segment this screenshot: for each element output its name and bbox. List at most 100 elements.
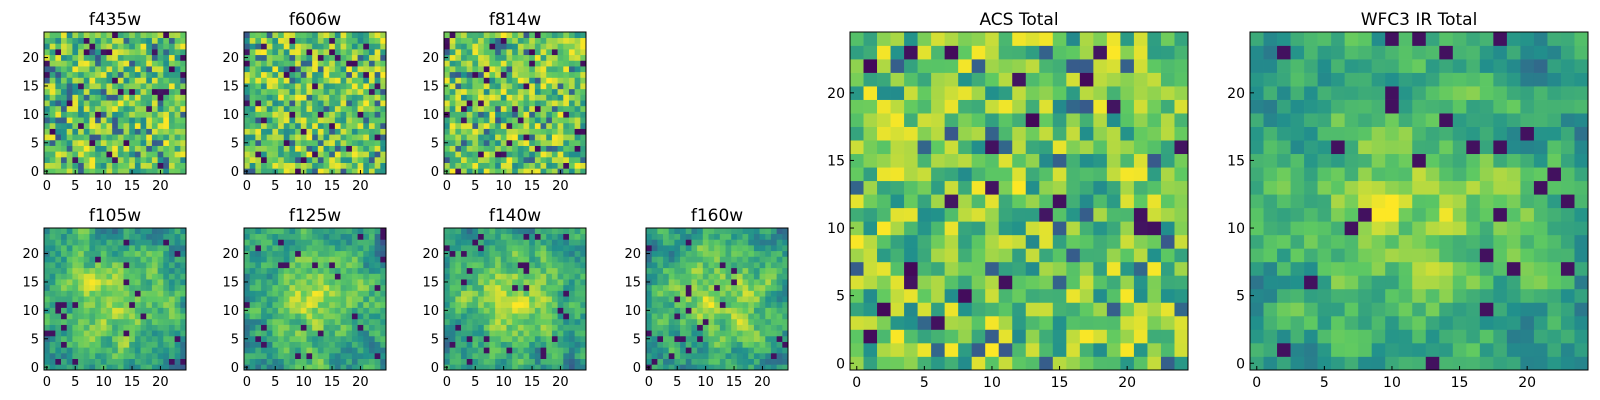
heatmap-cell bbox=[714, 262, 721, 269]
heatmap-cell bbox=[736, 279, 743, 286]
heatmap-cell bbox=[708, 290, 715, 297]
heatmap-cell bbox=[266, 330, 273, 337]
heatmap-cell bbox=[685, 347, 692, 354]
heatmap-cell bbox=[512, 233, 519, 240]
heatmap-cell bbox=[534, 83, 541, 90]
heatmap-cell bbox=[151, 250, 158, 257]
heatmap-cell bbox=[140, 145, 147, 152]
heatmap-cell bbox=[255, 284, 262, 291]
heatmap-cell bbox=[444, 296, 451, 303]
heatmap-cell bbox=[529, 335, 536, 342]
heatmap-cell bbox=[495, 296, 502, 303]
heatmap-cell bbox=[663, 284, 670, 291]
heatmap-cell bbox=[106, 105, 113, 112]
heatmap-cell bbox=[1174, 221, 1189, 236]
heatmap-cell bbox=[580, 49, 587, 56]
heatmap-cell bbox=[78, 256, 85, 263]
heatmap-cell bbox=[1160, 356, 1175, 371]
heatmap-cell bbox=[580, 66, 587, 73]
heatmap-cell bbox=[580, 347, 587, 354]
heatmap-cell bbox=[557, 43, 564, 50]
heatmap-cell bbox=[1093, 248, 1108, 263]
heatmap-cell bbox=[500, 49, 507, 56]
heatmap-cell bbox=[904, 315, 918, 330]
heatmap-cell bbox=[100, 134, 107, 141]
heatmap-cell bbox=[489, 318, 496, 325]
heatmap-cell bbox=[551, 128, 558, 135]
heatmap-cell bbox=[1120, 302, 1135, 317]
heatmap-cell bbox=[261, 262, 268, 269]
heatmap-cell bbox=[180, 54, 187, 61]
heatmap-cell bbox=[455, 364, 462, 371]
heatmap-cell bbox=[363, 301, 370, 308]
heatmap-cell bbox=[49, 296, 56, 303]
heatmap-cell bbox=[61, 324, 68, 331]
heatmap-cell bbox=[500, 71, 507, 78]
heatmap-cell bbox=[568, 162, 575, 169]
heatmap-cell bbox=[685, 341, 692, 348]
heatmap-cell bbox=[478, 324, 485, 331]
heatmap-cell bbox=[877, 315, 891, 330]
heatmap-cell bbox=[500, 341, 507, 348]
heatmap-cell bbox=[72, 341, 79, 348]
heatmap-cell bbox=[363, 284, 370, 291]
heatmap-cell bbox=[61, 352, 68, 359]
heatmap-cell bbox=[380, 122, 387, 129]
heatmap-cell bbox=[340, 364, 347, 371]
heatmap-cell bbox=[100, 83, 107, 90]
heatmap-cell bbox=[574, 341, 581, 348]
heatmap-cell bbox=[685, 364, 692, 371]
heatmap-cell bbox=[163, 301, 170, 308]
heatmap-cell bbox=[55, 94, 62, 101]
heatmap-cell bbox=[329, 94, 336, 101]
heatmap-cell bbox=[702, 284, 709, 291]
heatmap-cell bbox=[129, 162, 136, 169]
heatmap-cell bbox=[168, 273, 175, 280]
heatmap-cell bbox=[563, 94, 570, 101]
heatmap-cell bbox=[351, 151, 358, 158]
heatmap-cell bbox=[89, 307, 96, 314]
heatmap-cell bbox=[1120, 356, 1135, 371]
heatmap-cell bbox=[140, 66, 147, 73]
heatmap-cell bbox=[742, 358, 749, 365]
heatmap-cell bbox=[563, 60, 570, 67]
heatmap-cell bbox=[357, 318, 364, 325]
heatmap-cell bbox=[466, 245, 473, 252]
heatmap-cell bbox=[100, 162, 107, 169]
heatmap-cell bbox=[449, 128, 456, 135]
heatmap-cell bbox=[317, 134, 324, 141]
heatmap-cell bbox=[506, 66, 513, 73]
heatmap-cell bbox=[657, 307, 664, 314]
heatmap-cell bbox=[697, 239, 704, 246]
heatmap-cell bbox=[140, 330, 147, 337]
heatmap-cell bbox=[89, 228, 96, 235]
heatmap-cell bbox=[495, 151, 502, 158]
heatmap-cell bbox=[278, 32, 285, 39]
heatmap-cell bbox=[89, 352, 96, 359]
heatmap-cell bbox=[329, 245, 336, 252]
heatmap-cell bbox=[691, 301, 698, 308]
heatmap-cell bbox=[449, 364, 456, 371]
heatmap-cell bbox=[180, 358, 187, 365]
heatmap-cell bbox=[517, 134, 524, 141]
heatmap-cell bbox=[546, 273, 553, 280]
heatmap-cell bbox=[495, 88, 502, 95]
heatmap-cell bbox=[472, 347, 479, 354]
heatmap-cell bbox=[1012, 342, 1027, 357]
heatmap-cell bbox=[72, 324, 79, 331]
heatmap-cell bbox=[944, 288, 959, 303]
heatmap-cell bbox=[244, 324, 251, 331]
heatmap-cell bbox=[782, 250, 789, 257]
heatmap-cell bbox=[261, 151, 268, 158]
heatmap-cell bbox=[461, 168, 468, 175]
heatmap-cell bbox=[742, 307, 749, 314]
heatmap-cell bbox=[742, 347, 749, 354]
heatmap-cell bbox=[753, 313, 760, 320]
heatmap-cell bbox=[748, 313, 755, 320]
heatmap-cell bbox=[500, 43, 507, 50]
heatmap-cell bbox=[112, 77, 119, 84]
heatmap-cell bbox=[334, 267, 341, 274]
heatmap-cell bbox=[512, 284, 519, 291]
heatmap-cell bbox=[106, 267, 113, 274]
heatmap-cell bbox=[312, 77, 319, 84]
